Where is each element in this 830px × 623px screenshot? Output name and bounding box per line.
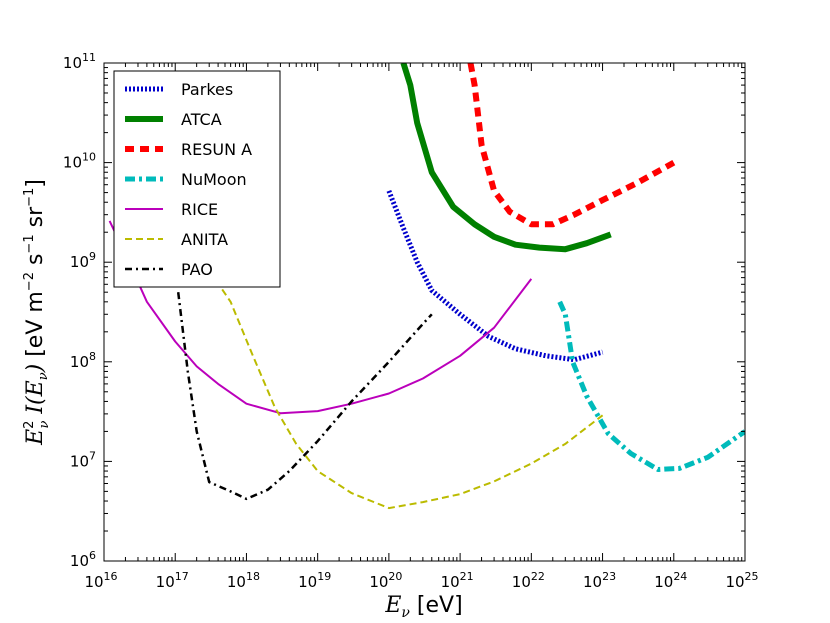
ticks-layer — [103, 62, 746, 562]
legend-label-pao: PAO — [181, 260, 213, 279]
y-tick-label: 1011 — [63, 51, 96, 72]
y-tick-label: 1010 — [63, 151, 96, 172]
x-tick-label: 1024 — [654, 570, 687, 591]
y-tick-label: 109 — [70, 250, 96, 271]
x-tick-labels: 1016 1017 1018 1019 1020 1021 1022 1023 1024 1025 — [84, 570, 758, 591]
x-tick-label: 1016 — [84, 570, 117, 591]
x-tick-label: 1023 — [583, 570, 616, 591]
legend-label-rice: RICE — [181, 200, 218, 219]
y-tick-labels: 106 107 108 109 1010 1011 — [63, 51, 96, 570]
x-tick-label: 1020 — [369, 570, 402, 591]
x-tick-label: 1022 — [512, 570, 545, 591]
y-tick-label: 106 — [70, 549, 96, 570]
y-tick-label: 108 — [70, 350, 96, 371]
legend: Parkes ATCA RESUN A NuMoon RICE ANITA PAO — [113, 70, 281, 288]
x-axis-label: Eν [eV] — [384, 593, 462, 621]
series-line-atca — [400, 63, 612, 253]
series-line-anita — [202, 261, 604, 510]
y-tick-label: 107 — [70, 449, 96, 470]
y-axis-label: E2ν I(Eν) [eV m−2 s−1 sr−1] — [22, 179, 52, 446]
legend-label-anita: ANITA — [181, 230, 228, 249]
legend-label-parkes: Parkes — [181, 80, 233, 99]
x-tick-label: 1019 — [298, 570, 331, 591]
series-line-numoon — [557, 300, 745, 472]
x-tick-label: 1018 — [227, 570, 260, 591]
x-tick-label: 1021 — [441, 570, 474, 591]
legend-label-atca: ATCA — [181, 110, 222, 129]
series-line-parkes — [386, 189, 604, 363]
legend-label-numoon: NuMoon — [181, 170, 247, 189]
series-line-resun-a — [467, 63, 676, 228]
x-tick-label: 1017 — [156, 570, 189, 591]
legend-label-resun-a: RESUN A — [181, 140, 252, 159]
plot-frame — [103, 62, 746, 562]
series-layer — [108, 63, 745, 510]
x-tick-label: 1025 — [725, 570, 758, 591]
series-line-rice — [108, 220, 533, 415]
series-line-pao — [176, 292, 433, 501]
